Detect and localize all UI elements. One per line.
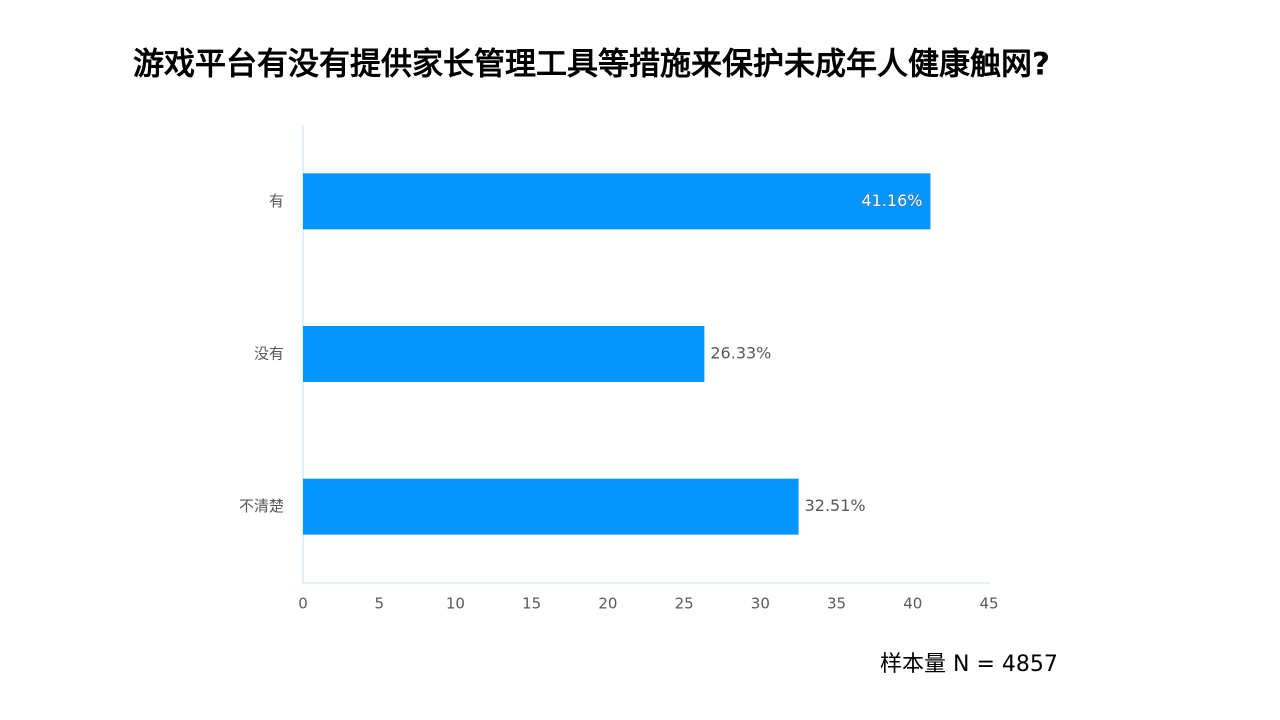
annotation: 样本量 N = 4857 — [880, 652, 1058, 677]
data-label: 32.51% — [805, 496, 866, 515]
x-tick-label: 0 — [298, 595, 308, 613]
x-tick-label: 30 — [751, 595, 770, 613]
data-label: 41.16% — [861, 191, 922, 210]
x-tick-label: 35 — [827, 595, 846, 613]
x-tick-label: 25 — [675, 595, 694, 613]
data-label: 26.33% — [710, 344, 771, 363]
x-tick-label: 20 — [598, 595, 617, 613]
x-tick-label: 15 — [522, 595, 541, 613]
bar — [303, 173, 931, 230]
y-tick-label: 不清楚 — [239, 497, 284, 515]
x-tick-label: 40 — [903, 595, 922, 613]
x-tick-label: 10 — [446, 595, 465, 613]
bar — [303, 326, 705, 382]
chart-title: 游戏平台有没有提供家长管理工具等措施来保护未成年人健康触网? — [133, 47, 1050, 83]
y-tick-label: 有 — [269, 192, 284, 210]
y-tick-label: 没有 — [254, 345, 284, 363]
bar — [303, 478, 799, 535]
x-tick-label: 45 — [979, 595, 998, 613]
x-tick-label: 5 — [374, 595, 384, 613]
